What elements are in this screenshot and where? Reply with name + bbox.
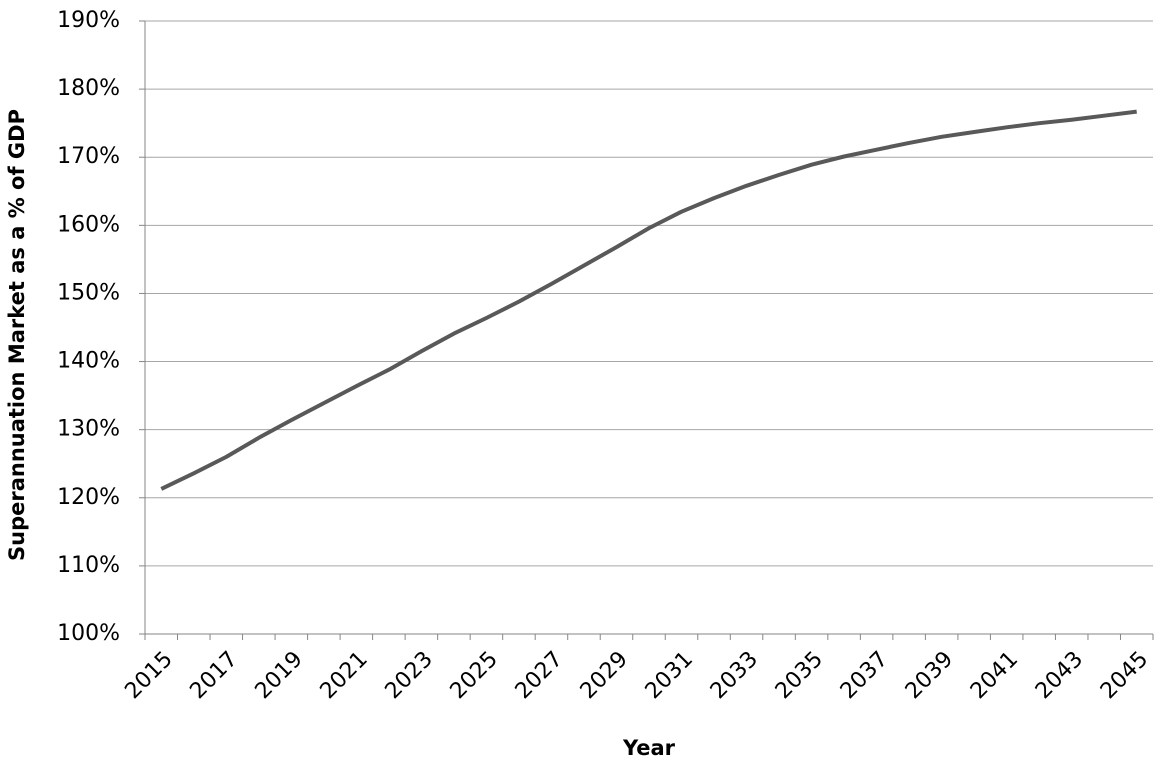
x-tick-label: 2035 [771,647,828,704]
x-tick-label: 2015 [120,647,177,704]
x-axis-label: Year [622,736,676,760]
y-tick-label: 120% [57,485,120,510]
x-tick-label: 2017 [185,647,242,704]
x-tick-label: 2019 [251,647,308,704]
y-tick-label: 180% [57,76,120,101]
y-axis-label: Superannuation Market as a % of GDP [5,109,29,561]
x-tick-label: 2045 [1096,647,1153,704]
x-tick-label: 2025 [446,647,503,704]
y-tick-label: 170% [57,144,120,169]
y-tick-label: 130% [57,417,120,442]
y-tick-label: 150% [57,280,120,305]
x-tick-label: 2039 [901,647,958,704]
y-tick-label: 100% [57,621,120,646]
x-tick-label: 2037 [836,647,893,704]
data-line [160,109,1137,491]
y-tick-label: 160% [57,212,120,237]
x-tick-label: 2029 [576,647,633,704]
x-tick-label: 2021 [316,647,373,704]
x-tick-label: 2023 [381,647,438,704]
x-tick-label: 2041 [966,647,1023,704]
y-tick-label: 140% [57,349,120,374]
x-tick-label: 2031 [641,647,698,704]
y-tick-label: 110% [57,553,120,578]
x-tick-label: 2027 [511,647,568,704]
x-tick-label: 2033 [706,647,763,704]
x-tick-label: 2043 [1031,647,1088,704]
y-tick-label: 190% [57,8,120,33]
